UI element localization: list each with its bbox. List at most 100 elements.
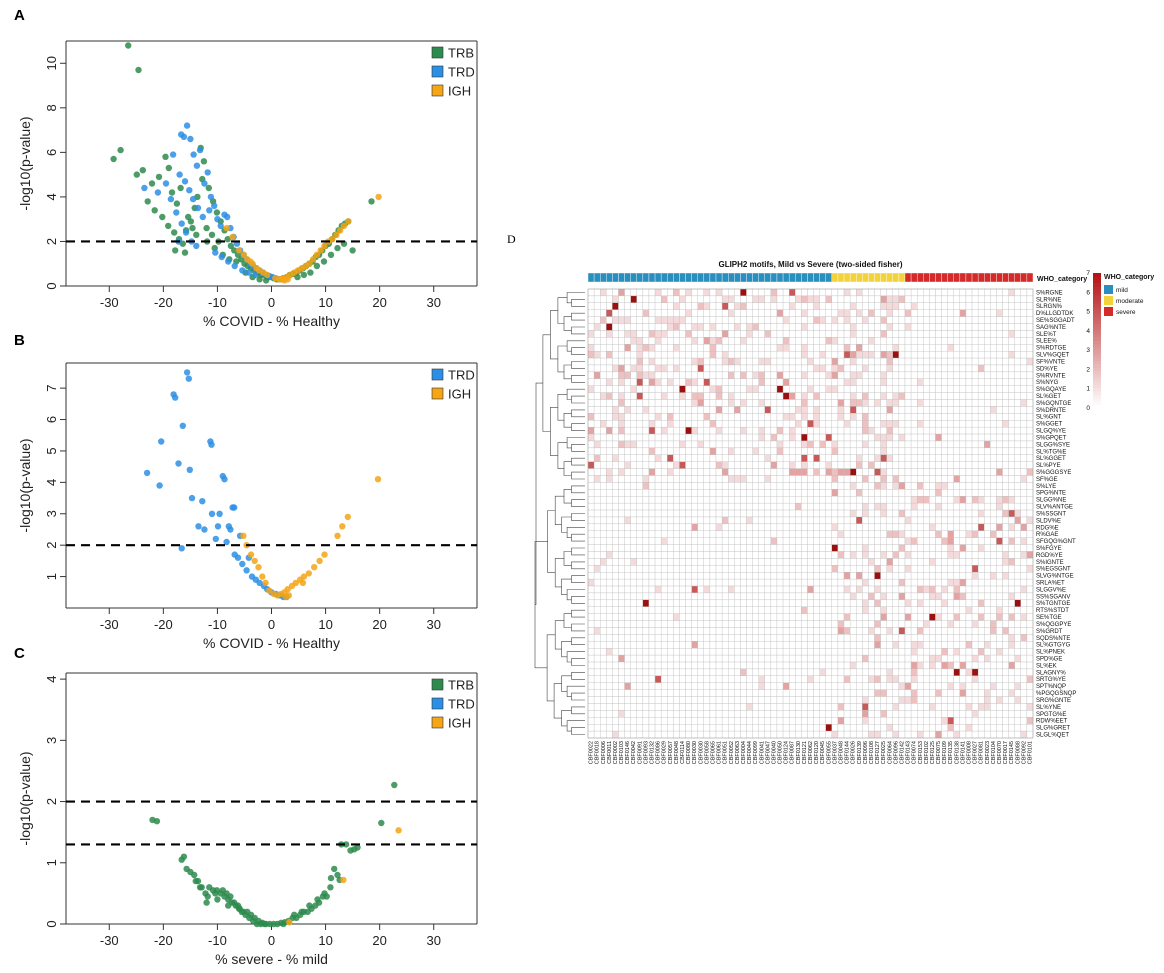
heatmap-cell <box>807 302 814 310</box>
heatmap-cell <box>898 371 906 379</box>
heatmap-cell <box>795 323 802 331</box>
heatmap-cell <box>929 344 936 352</box>
heatmap-cell <box>813 385 820 393</box>
heatmap-cell <box>935 565 942 573</box>
heatmap-cell <box>892 344 900 352</box>
heatmap-cell <box>1026 544 1034 552</box>
heatmap-cell <box>904 330 912 338</box>
heatmap-cell <box>691 309 698 317</box>
heatmap-cell <box>740 585 747 594</box>
heatmap-cell <box>977 509 985 518</box>
point-igh <box>240 251 248 258</box>
heatmap-cell <box>825 696 833 704</box>
heatmap-cell <box>697 323 705 331</box>
heatmap-cell <box>923 433 930 442</box>
heatmap-cell <box>935 661 942 670</box>
heatmap-cell <box>984 558 991 566</box>
heatmap-cell <box>923 641 930 649</box>
heatmap-cell <box>947 696 954 704</box>
heatmap-cell <box>801 357 808 366</box>
heatmap-cell <box>697 544 705 552</box>
heatmap-cell <box>801 668 808 677</box>
heatmap-cell <box>654 689 662 697</box>
heatmap-cell <box>612 371 619 379</box>
heatmap-cell <box>990 661 997 670</box>
heatmap-cell <box>929 592 936 601</box>
heatmap-cell <box>697 475 705 483</box>
heatmap-cell <box>734 565 741 573</box>
heatmap-cell <box>612 385 619 393</box>
heatmap-cell <box>941 344 948 352</box>
heatmap-cell <box>630 330 637 338</box>
heatmap-cell <box>807 309 814 317</box>
heatmap-cell <box>929 654 936 663</box>
heatmap-cell <box>953 682 961 690</box>
heatmap-cell <box>984 357 991 366</box>
annotation-cell-severe <box>990 272 997 283</box>
heatmap-cell <box>697 627 705 635</box>
heatmap-cell <box>856 641 863 649</box>
heatmap-cell <box>923 509 930 518</box>
heatmap-cell <box>849 620 857 628</box>
heatmap-cell <box>770 364 778 373</box>
heatmap-cell <box>740 364 747 373</box>
y-tick-label: 5 <box>44 447 59 454</box>
heatmap-cell <box>703 288 711 297</box>
heatmap-cell <box>654 585 662 594</box>
y-tick-label: 6 <box>44 416 59 423</box>
legend-label-trb: TRB <box>448 678 474 693</box>
point-trd <box>162 180 170 187</box>
heatmap-cell <box>782 641 790 649</box>
heatmap-cell <box>849 337 857 345</box>
heatmap-cell <box>1008 309 1015 317</box>
heatmap-cell <box>764 454 772 462</box>
heatmap-cell <box>728 496 735 504</box>
heatmap-cell <box>959 468 967 476</box>
heatmap-cell <box>673 606 680 614</box>
heatmap-cell <box>990 585 997 594</box>
annotation-cell-mild <box>795 272 802 283</box>
heatmap-cell <box>831 426 839 435</box>
heatmap-cell <box>740 288 747 297</box>
heatmap-cell <box>795 544 802 552</box>
heatmap-cell <box>709 337 717 345</box>
heatmap-cell <box>667 413 674 421</box>
heatmap-cell <box>752 454 759 462</box>
heatmap-cell <box>606 323 613 331</box>
heatmap-cell <box>984 537 991 545</box>
heatmap-cell <box>904 620 912 628</box>
point-igh <box>395 827 402 834</box>
heatmap-cell <box>807 357 814 366</box>
heatmap-cell <box>868 675 875 683</box>
heatmap-cell <box>593 447 601 455</box>
heatmap-cell <box>874 447 881 455</box>
heatmap-cell <box>929 661 936 670</box>
heatmap-cell <box>849 675 857 683</box>
point-trd <box>239 560 246 568</box>
heatmap-cell <box>923 309 930 317</box>
point-trb <box>208 231 216 238</box>
heatmap-cell <box>868 337 875 345</box>
heatmap-cell <box>679 364 686 373</box>
heatmap-cell <box>825 392 833 400</box>
heatmap-cell <box>776 516 784 525</box>
heatmap-cell <box>734 489 741 497</box>
heatmap-cell <box>715 461 723 469</box>
heatmap-cell <box>630 350 637 359</box>
heatmap-cell <box>929 406 936 414</box>
heatmap-cell <box>1026 475 1034 483</box>
heatmap-cell <box>795 337 802 345</box>
heatmap-cell <box>886 668 893 677</box>
heatmap-cell <box>996 461 1003 469</box>
heatmap-cell <box>593 502 601 511</box>
heatmap-cell <box>795 392 802 400</box>
heatmap-cell <box>862 558 869 566</box>
heatmap-cell <box>825 406 833 414</box>
heatmap-cell <box>1020 475 1028 483</box>
heatmap-cell <box>953 413 961 421</box>
heatmap-cell <box>947 371 954 379</box>
heatmap-cell <box>624 399 631 407</box>
heatmap-cell <box>752 468 759 476</box>
heatmap-cell <box>728 295 735 303</box>
x-tick-label: -30 <box>100 933 119 948</box>
